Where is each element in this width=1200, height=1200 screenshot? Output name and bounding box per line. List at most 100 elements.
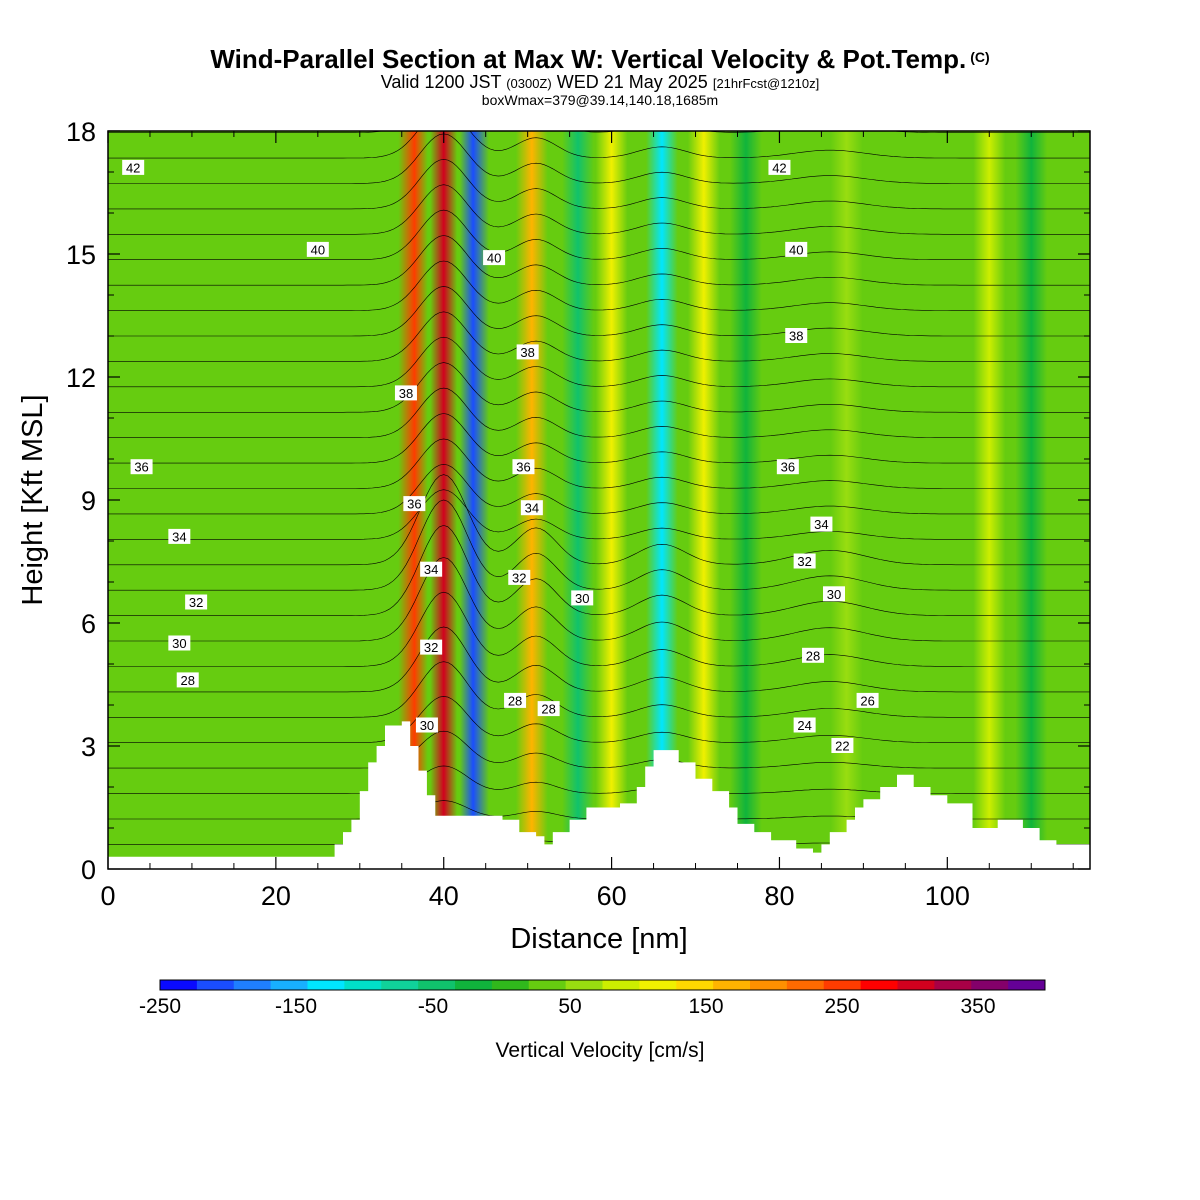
colorbar-frame (159, 979, 1046, 991)
isentrope-line (108, 463, 1090, 515)
colorbar-swatch (639, 980, 677, 990)
isentrope-line (108, 557, 1090, 642)
chart-title: Wind-Parallel Section at Max W: Vertical… (210, 44, 990, 74)
contour-label-text: 36 (407, 497, 421, 512)
contour-label: 42 (768, 159, 791, 175)
isentrope-line (108, 438, 1090, 489)
contour-label: 40 (306, 241, 329, 257)
colorbar-swatch (676, 980, 714, 990)
isentrope-line (108, 499, 1090, 591)
colorbar: -250 -150 -50 50 150 250 350 (139, 979, 1046, 1018)
colorbar-swatch (418, 980, 456, 990)
isentrope-line (108, 336, 1090, 388)
contour-label: 34 (520, 500, 543, 516)
contour-label: 38 (394, 385, 417, 401)
isentrope-line (108, 260, 1090, 311)
y-tick-label: 12 (66, 363, 96, 393)
isentrope-line (108, 387, 1090, 438)
valid-time-line: Valid 1200 JST (0300Z) WED 21 May 2025 [… (380, 72, 820, 92)
contour-label-text: 36 (134, 460, 148, 475)
colorbar-tick-label: -50 (418, 995, 448, 1018)
contour-label-text: 26 (860, 693, 874, 708)
contour-label-text: 40 (311, 242, 325, 257)
colorbar-tick-label: -250 (139, 995, 181, 1018)
isentrope-line (108, 730, 1090, 769)
isentrope-line (108, 489, 1090, 540)
x-tick-label: 80 (764, 881, 794, 911)
isentrope-line (108, 311, 1090, 362)
isentrope-line (108, 696, 1090, 743)
isentrope-line (108, 158, 1090, 210)
contour-label-text: 24 (797, 718, 811, 733)
contour-label-text: 22 (835, 739, 849, 754)
contour-label: 30 (415, 717, 438, 733)
contour-label: 24 (793, 717, 816, 733)
x-tick-label: 40 (429, 881, 459, 911)
y-tick-label: 15 (66, 240, 96, 270)
contour-label: 34 (810, 516, 833, 532)
contour-label-text: 28 (181, 673, 195, 688)
contour-label-text: 32 (424, 640, 438, 655)
x-axis-label: Distance [nm] (510, 923, 687, 955)
colorbar-swatch (602, 980, 640, 990)
contour-label-text: 32 (512, 570, 526, 585)
isentrope-line (108, 474, 1090, 566)
contour-label: 32 (420, 639, 443, 655)
colorbar-swatch (823, 980, 862, 990)
contour-label: 30 (823, 586, 846, 602)
isentrope-line (108, 133, 1090, 184)
isentrope-line (108, 591, 1090, 667)
contour-label: 34 (168, 528, 191, 544)
x-tick-label: 20 (261, 881, 291, 911)
contour-label: 26 (856, 692, 879, 708)
colorbar-swatch (233, 980, 272, 990)
colorbar-tick-label: 50 (558, 995, 581, 1018)
colorbar-swatch (750, 980, 788, 990)
contour-label: 28 (802, 647, 825, 663)
contour-label-text: 34 (172, 529, 186, 544)
x-tick-label: 100 (925, 881, 970, 911)
contour-label-text: 40 (789, 242, 803, 257)
contour-label: 42 (122, 159, 145, 175)
colorbar-swatch (1008, 980, 1046, 990)
colorbar-swatch (713, 980, 751, 990)
y-tick-label: 3 (81, 732, 96, 762)
contour-label-text: 28 (806, 648, 820, 663)
contour-label-text: 30 (575, 591, 589, 606)
contour-label-text: 42 (772, 160, 786, 175)
contour-label: 38 (516, 344, 539, 360)
colorbar-swatch (786, 980, 825, 990)
y-tick-label: 18 (66, 117, 96, 147)
contour-label-text: 30 (827, 587, 841, 602)
contour-label-text: 28 (541, 702, 555, 717)
x-tick-label: 60 (597, 881, 627, 911)
isentrope-line (108, 209, 1090, 260)
contour-label-text: 28 (508, 693, 522, 708)
isentrope-line (108, 235, 1090, 286)
contour-label: 40 (785, 241, 808, 257)
contour-label: 32 (793, 553, 816, 569)
contour-label: 36 (130, 459, 153, 475)
isentrope-line (108, 131, 1090, 133)
colorbar-swatch (196, 980, 235, 990)
velocity-field (108, 131, 1090, 869)
x-axis: 0 20 40 60 80 100 (100, 131, 1074, 911)
y-tick-label: 6 (81, 609, 96, 639)
isentrope-line (108, 131, 1090, 159)
contour-label: 36 (403, 496, 426, 512)
colorbar-swatch (381, 980, 419, 990)
colorbar-swatch (528, 980, 567, 990)
colorbar-tick-label: 350 (960, 995, 995, 1018)
contour-label-text: 30 (420, 718, 434, 733)
colorbar-swatch (897, 980, 935, 990)
contour-label: 36 (776, 459, 799, 475)
contour-label: 34 (420, 561, 443, 577)
contour-label-text: 30 (172, 636, 186, 651)
contour-label: 30 (168, 635, 191, 651)
contour-label-text: 42 (126, 160, 140, 175)
colorbar-swatch (860, 980, 898, 990)
contour-label: 22 (831, 738, 854, 754)
contour-label-text: 40 (487, 251, 501, 266)
